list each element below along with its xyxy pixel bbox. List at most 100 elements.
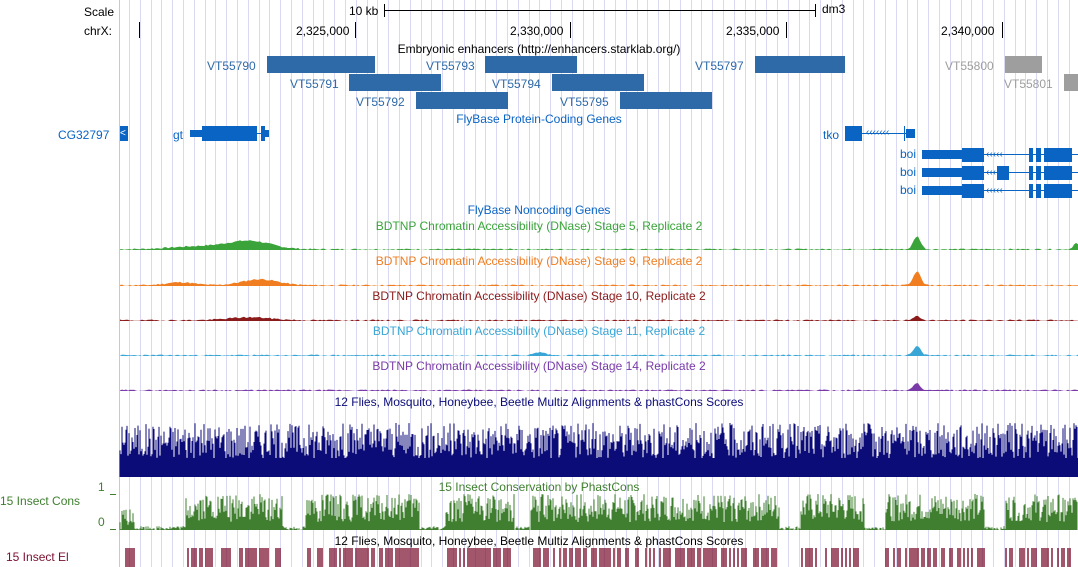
boi-exon[interactable] [1029,148,1033,162]
enhancer-feature[interactable] [349,74,441,91]
noncoding-track-title[interactable]: FlyBase Noncoding Genes [467,203,611,217]
boi-utr[interactable] [922,186,962,195]
enhancer-label[interactable]: VT55790 [207,59,256,73]
gene-label[interactable]: CG32797 [58,128,110,142]
gene-label[interactable]: gt [173,128,184,142]
enhancer-feature[interactable] [267,56,375,73]
grid-line [723,0,724,567]
elements-side-label[interactable]: 15 Insect El [6,550,69,564]
gene-gt-exon[interactable] [261,126,265,141]
enhancers-track-title[interactable]: Embryonic enhancers (http://enhancers.st… [397,42,681,56]
grid-line [496,0,497,567]
boi-intron[interactable] [922,154,1078,155]
elements-track-title[interactable]: 12 Flies, Mosquito, Honeybee, Beetle Mul… [334,534,744,548]
enhancer-feature[interactable] [416,92,508,109]
dnase-stage11-title[interactable]: BDTNP Chromatin Accessibility (DNase) St… [372,324,706,338]
gene-gt-utr[interactable] [265,130,269,137]
boi-exon[interactable] [997,166,1009,180]
grid-line [334,0,335,567]
boi-exon[interactable] [1044,148,1072,162]
boi-exon[interactable] [1036,166,1041,180]
dnase-stage5-title[interactable]: BDTNP Chromatin Accessibility (DNase) St… [375,219,703,233]
enhancer-feature[interactable] [552,74,644,91]
conserved-elements[interactable] [125,548,1071,567]
boi-exon[interactable] [1029,166,1033,180]
scale-bar-label: 10 kb [349,4,379,18]
grid-line [939,0,940,567]
ruler-position: 2,335,000 [726,24,780,38]
grid-line [669,0,670,567]
enhancer-feature[interactable] [485,56,577,73]
enhancer-label[interactable]: VT55797 [695,59,744,73]
enhancer-feature[interactable] [1064,74,1078,91]
dnase-stage14-signal[interactable] [120,383,1078,391]
gene-tko-exon[interactable] [906,129,915,138]
boi-strand-arrows: ‹‹‹‹‹ [986,167,1003,178]
protein-coding-track-title[interactable]: FlyBase Protein-Coding Genes [456,112,622,126]
boi-exon[interactable] [1044,166,1072,180]
enhancer-label[interactable]: VT55792 [356,95,405,109]
phastcons-ymax-tick [110,494,116,495]
grid-line [993,0,994,567]
boi-exon[interactable] [962,166,984,180]
assembly-label: dm3 [822,2,846,16]
enhancer-feature[interactable] [755,56,845,73]
phastcons-side-label[interactable]: 15 Insect Cons [0,494,81,508]
enhancer-feature[interactable] [620,92,712,109]
boi-utr[interactable] [922,168,962,177]
dnase-stage9-signal[interactable] [120,271,1078,286]
grid-line [1025,0,1026,567]
dnase-stage10-signal[interactable] [120,315,1078,321]
gene-tko-exon[interactable] [845,126,862,141]
enhancer-label[interactable]: VT55791 [290,77,339,91]
multiz-track-title[interactable]: 12 Flies, Mosquito, Honeybee, Beetle Mul… [334,395,744,409]
grid-line [766,0,767,567]
grid-line [874,0,875,567]
gene-label[interactable]: boi [900,165,917,179]
enhancer-label[interactable]: VT55801 [1004,77,1053,91]
grid-line [831,0,832,567]
dnase-stage10-title[interactable]: BDTNP Chromatin Accessibility (DNase) St… [372,289,706,303]
enhancer-label[interactable]: VT55794 [492,77,541,91]
gene-label[interactable]: boi [900,147,917,161]
grid-line [701,0,702,567]
boi-utr[interactable] [922,150,962,159]
grid-line [421,0,422,567]
boi-exon[interactable] [1029,184,1033,198]
gene-tko-exon[interactable] [904,126,905,141]
dnase-stage14-title[interactable]: BDTNP Chromatin Accessibility (DNase) St… [372,359,706,373]
gene-label[interactable]: tko [823,128,840,142]
gene-cg32797[interactable]: < [120,126,128,141]
dnase-stage11-signal[interactable] [120,346,1078,356]
enhancer-label[interactable]: VT55800 [945,59,994,73]
boi-exon[interactable] [962,184,984,198]
phastcons-signal[interactable] [119,494,1078,530]
grid-line [647,0,648,567]
gene-gt-exon[interactable] [202,126,257,141]
enhancer-label[interactable]: VT55793 [426,59,475,73]
boi-exon[interactable] [962,148,984,162]
dnase-stage5-signal[interactable] [120,236,1078,250]
phastcons-track-title[interactable]: 15 Insect Conservation by PhastCons [438,480,640,494]
boi-intron[interactable] [922,190,1078,191]
grid-line [615,0,616,567]
gene-tko-intron[interactable] [845,133,915,134]
grid-line [410,0,411,567]
ruler-tick [139,22,140,38]
grid-line [1069,0,1070,567]
dnase-stage9-title[interactable]: BDTNP Chromatin Accessibility (DNase) St… [375,254,703,268]
grid-line [345,0,346,567]
boi-exon[interactable] [1044,184,1072,198]
enhancer-feature[interactable] [1005,56,1042,73]
grid-line [529,0,530,567]
boi-exon[interactable] [1036,148,1041,162]
grid-line [313,0,314,567]
gene-gt-utr[interactable] [190,130,202,137]
grid-line [1058,0,1059,567]
enhancer-label[interactable]: VT55795 [560,95,609,109]
grid-line [755,0,756,567]
gene-label[interactable]: boi [900,183,917,197]
boi-exon[interactable] [1036,184,1041,198]
